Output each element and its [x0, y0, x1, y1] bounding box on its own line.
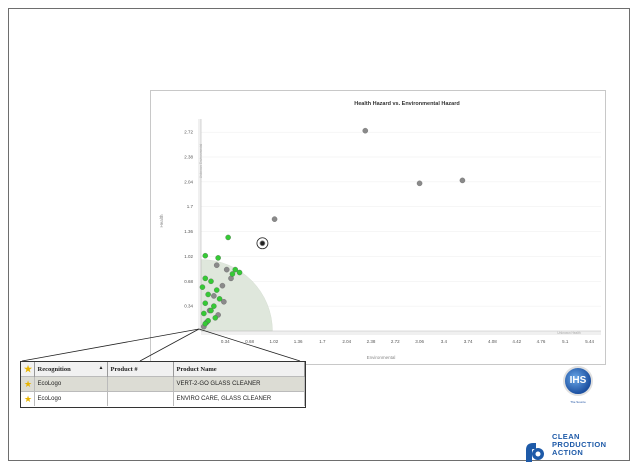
y-tick-label: 2.38 — [184, 155, 193, 160]
results-table: ★ Recognition ▲ Product # Product Name ★… — [20, 361, 306, 408]
data-point — [229, 271, 236, 277]
x-tick-label: 3.4 — [441, 339, 448, 344]
x-tick-label: 1.02 — [269, 339, 278, 344]
y-tick-label: 1.7 — [187, 204, 194, 209]
data-point — [202, 300, 209, 306]
data-point — [362, 127, 369, 134]
data-point — [236, 269, 243, 276]
product-number-cell — [107, 376, 174, 392]
data-point — [216, 296, 223, 302]
data-point — [202, 275, 209, 282]
chart-grid — [198, 119, 601, 335]
y-tick-label: 0.68 — [184, 279, 193, 284]
cpa-line: CLEAN — [552, 432, 580, 441]
cpa-logo-text: CLEAN PRODUCTION ACTION — [552, 433, 638, 457]
star-icon: ★ — [24, 393, 33, 404]
product-name-cell: ENVIRO CARE, GLASS CLEANER — [173, 391, 305, 406]
x-tick-label: 0.68 — [245, 339, 254, 344]
selected-point — [260, 241, 265, 246]
data-point — [202, 320, 209, 327]
y-tick-label: 0.34 — [184, 304, 193, 309]
favorite-cell[interactable]: ★ — [21, 376, 35, 392]
data-point — [215, 255, 221, 261]
cpa-line: PRODUCTION — [552, 440, 607, 449]
data-point — [221, 299, 227, 305]
x-tick-label: 2.38 — [367, 339, 376, 344]
data-point — [211, 293, 217, 299]
ihs-caption: The Source — [570, 400, 586, 404]
data-point — [223, 266, 230, 273]
star-icon: ★ — [24, 378, 33, 389]
x-tick-label: 0.34 — [221, 339, 230, 344]
y-tick-label: 1.02 — [184, 254, 193, 259]
selected-point-ring — [256, 237, 269, 250]
data-point — [219, 282, 226, 289]
y-tick-label: 2.04 — [184, 179, 193, 184]
cpa-logo-icon — [526, 443, 544, 462]
y-tick-label: 1.36 — [184, 229, 193, 234]
data-point — [205, 291, 211, 298]
x-tick-label: 3.06 — [415, 339, 424, 344]
x-axis-title: Environmental — [367, 355, 396, 360]
chart-axes: 0.34 0.68 1.02 1.36 1.7 2.04 2.38 2.72 0.34 0.68 1… — [184, 119, 601, 344]
chart-panel: Health Hazard vs. Environmental Hazard 0… — [150, 90, 606, 365]
data-point — [212, 315, 219, 321]
table-header-row: ★ Recognition ▲ Product # Product Name — [21, 362, 305, 377]
table-row[interactable]: ★ EcoLogo ENVIRO CARE, GLASS CLEANER — [21, 391, 305, 406]
recognition-cell: EcoLogo — [34, 391, 108, 406]
ihs-logo: IHS — [563, 366, 593, 396]
y-axis-title: Health — [159, 214, 164, 228]
data-point — [213, 262, 220, 268]
x-tick-label: 2.72 — [391, 339, 400, 344]
unknown-health-band — [201, 331, 601, 335]
cpa-line: ACTION — [552, 448, 584, 457]
x-tick-label: 2.04 — [342, 339, 351, 344]
favorite-column-header[interactable]: ★ — [21, 362, 35, 377]
chart-title: Health Hazard vs. Environmental Hazard — [354, 101, 459, 107]
recognition-cell: EcoLogo — [34, 376, 108, 392]
x-tick-label: 5.1 — [562, 339, 569, 344]
data-point — [271, 216, 278, 222]
scatter-chart: Health Hazard vs. Environmental Hazard 0… — [159, 101, 601, 360]
data-point — [201, 310, 207, 317]
column-header-product-name[interactable]: Product Name — [173, 362, 305, 377]
data-point — [459, 177, 466, 184]
x-tick-label: 3.74 — [464, 339, 473, 344]
data-point — [232, 266, 239, 273]
data-point — [213, 287, 220, 293]
x-tick-label: 4.42 — [512, 339, 521, 344]
favorite-cell[interactable]: ★ — [21, 391, 35, 406]
data-point — [208, 278, 214, 285]
y-band-label: Unknown Environmental — [199, 143, 203, 178]
data-points — [199, 127, 466, 330]
data-point — [416, 180, 423, 187]
star-icon: ★ — [24, 363, 33, 374]
x-tick-label: 1.7 — [319, 339, 326, 344]
data-point — [225, 234, 231, 241]
data-point — [211, 303, 217, 309]
x-tick-label: 5.44 — [585, 339, 594, 344]
data-point — [202, 252, 209, 259]
y-tick-label: 2.72 — [184, 130, 193, 135]
product-name-cell: VERT-2-GO GLASS CLEANER — [173, 376, 305, 392]
column-header-product-number[interactable]: Product # — [107, 362, 174, 377]
column-label: Recognition — [37, 365, 71, 373]
table-row[interactable]: ★ EcoLogo VERT-2-GO GLASS CLEANER — [21, 376, 305, 392]
column-header-recognition[interactable]: Recognition ▲ — [34, 362, 108, 377]
data-point — [199, 284, 206, 290]
x-band-label: Unknown Health — [557, 331, 581, 335]
data-point — [208, 307, 214, 314]
unknown-environmental-band — [198, 119, 201, 331]
x-tick-label: 1.36 — [294, 339, 303, 344]
product-number-cell — [107, 391, 174, 406]
x-tick-label: 4.76 — [537, 339, 546, 344]
x-tick-label: 4.08 — [488, 339, 497, 344]
sort-ascending-icon: ▲ — [98, 365, 104, 371]
